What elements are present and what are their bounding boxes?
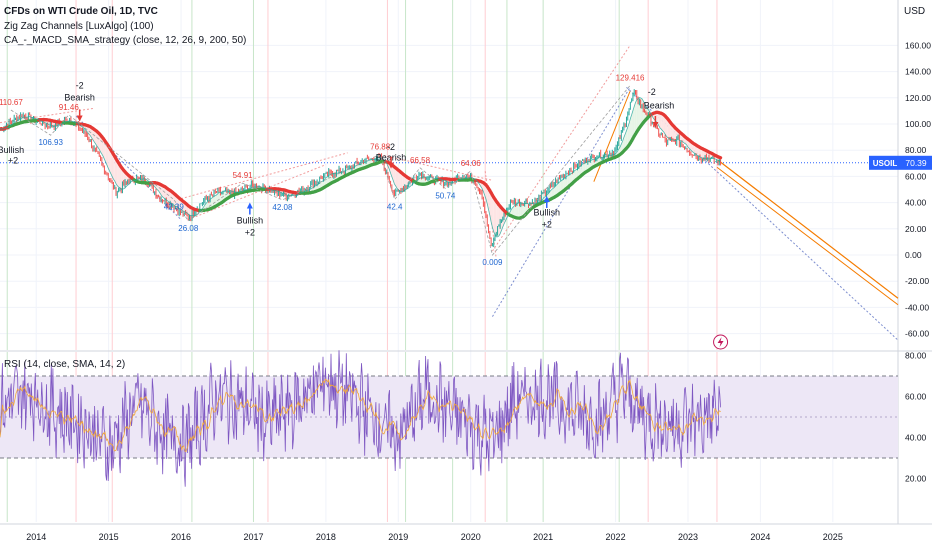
pivot-price-label: 91.46 — [59, 103, 80, 112]
signal-annotation: Bearish — [64, 92, 95, 102]
price-axis-label: -40.00 — [905, 302, 929, 312]
price-axis-label: 100.00 — [905, 119, 931, 129]
pivot-price-label: 64.06 — [461, 159, 482, 168]
time-axis-label: 2021 — [533, 532, 553, 542]
time-axis-label: 2020 — [461, 532, 481, 542]
ma-cloud-segment — [661, 113, 662, 130]
signal-annotation: +2 — [8, 155, 18, 165]
signal-annotation: +2 — [245, 227, 255, 237]
price-axis-label: 80.00 — [905, 145, 927, 155]
indicator-zigzag-label[interactable]: Zig Zag Channels [LuxAlgo] (100) — [4, 20, 154, 33]
time-axis-label: 2018 — [316, 532, 336, 542]
pivot-price-label: 42.39 — [164, 202, 185, 211]
pivot-price-label: 129.416 — [616, 73, 645, 82]
ma-cloud-segment — [398, 170, 399, 191]
ma-cloud-segment — [492, 195, 493, 231]
pivot-price-label: 110.67 — [0, 98, 23, 107]
signal-annotation: Bearish — [644, 100, 675, 110]
ma-cloud-segment — [495, 199, 496, 236]
signal-annotation: -2 — [648, 87, 656, 97]
pivot-price-label: 26.08 — [178, 224, 199, 233]
chart-title: CFDs on WTI Crude Oil, 1D, TVC — [4, 5, 158, 18]
rsi-axis-label: 20.00 — [905, 474, 927, 484]
price-axis-label: -60.00 — [905, 329, 929, 339]
time-axis-label: 2014 — [26, 532, 46, 542]
pivot-price-label: 0.009 — [482, 258, 503, 267]
ma-cloud-segment — [494, 197, 495, 234]
pivot-price-label: 42.08 — [272, 203, 293, 212]
time-axis-label: 2017 — [243, 532, 263, 542]
price-axis-label: 60.00 — [905, 171, 927, 181]
price-axis-label: 120.00 — [905, 93, 931, 103]
symbol-badge-label: USOIL — [873, 159, 898, 168]
pivot-price-label: 42.4 — [387, 202, 403, 211]
ma-cloud-segment — [635, 100, 636, 134]
time-axis-label: 2023 — [678, 532, 698, 542]
rsi-axis-label: 60.00 — [905, 392, 927, 402]
price-badge-value: 70.39 — [905, 158, 927, 168]
time-axis-label: 2016 — [171, 532, 191, 542]
time-axis-label: 2019 — [388, 532, 408, 542]
price-axis-label: 20.00 — [905, 224, 927, 234]
indicator-macd-label[interactable]: CA_-_MACD_SMA_strategy (close, 12, 26, 9… — [4, 34, 246, 47]
pivot-price-label: 54.91 — [233, 171, 254, 180]
time-axis-label: 2025 — [823, 532, 843, 542]
price-axis-label: 160.00 — [905, 40, 931, 50]
price-axis-label: -20.00 — [905, 276, 929, 286]
ma-cloud-segment — [397, 169, 398, 190]
time-axis-label: 2015 — [99, 532, 119, 542]
signal-annotation: Bullish — [237, 216, 264, 226]
signal-annotation: +2 — [542, 219, 552, 229]
currency-label: USD — [904, 6, 925, 17]
rsi-axis-label: 80.00 — [905, 351, 927, 361]
ma-cloud-segment — [396, 168, 397, 188]
price-axis-label: 40.00 — [905, 198, 927, 208]
rsi-indicator-label[interactable]: RSI (14, close, SMA, 14, 2) — [4, 358, 125, 371]
pivot-price-label: 50.74 — [435, 192, 456, 201]
signal-annotation: -2 — [387, 142, 395, 152]
ma-cloud-segment — [634, 103, 635, 137]
rsi-axis-label: 40.00 — [905, 433, 927, 443]
pivot-price-label: 66.58 — [410, 156, 431, 165]
price-axis-label: 140.00 — [905, 67, 931, 77]
signal-annotation: -2 — [76, 81, 84, 91]
time-axis-label: 2024 — [750, 532, 770, 542]
pivot-price-label: 106.93 — [38, 138, 63, 147]
time-axis-label: 2022 — [606, 532, 626, 542]
ma-cloud-segment — [660, 113, 661, 129]
price-axis-label: 0.00 — [905, 250, 922, 260]
signal-annotation: Bullish — [534, 208, 561, 218]
signal-annotation: Bullish — [0, 145, 24, 155]
